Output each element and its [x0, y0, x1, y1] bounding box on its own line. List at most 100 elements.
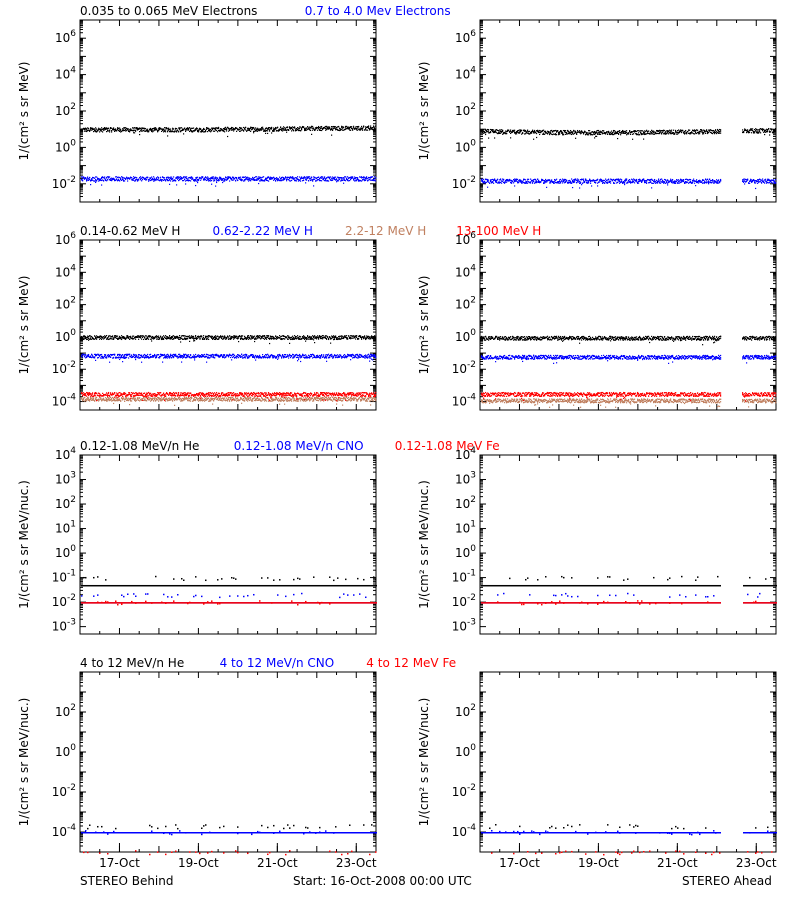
y-tick-label: 10-4	[52, 823, 77, 839]
y-axis: 10-4 10-2 100 102 104 106	[452, 231, 776, 409]
plot-frame	[79, 239, 377, 411]
plot-frame	[479, 239, 777, 411]
x-axis	[479, 20, 777, 202]
plot-frame	[479, 454, 777, 635]
y-tick-label: 10-2	[452, 593, 476, 609]
x-tick-label: 23-Oct	[336, 856, 377, 870]
y-axis: 10-2 100 102 104 106	[52, 19, 376, 203]
y-tick-label: 103	[55, 471, 76, 487]
y-tick-label: 10-4	[452, 823, 477, 839]
footer: STEREO Behind Start: 16-Oct-2008 00:00 U…	[0, 870, 800, 894]
y-tick-label: 106	[455, 29, 476, 45]
x-axis	[479, 455, 777, 634]
y-tick-label: 10-3	[452, 618, 476, 634]
y-tick-label: 103	[455, 471, 476, 487]
y-axis-label: 1/(cm² s sr MeV)	[17, 276, 31, 375]
series-2	[81, 176, 377, 187]
y-axis: 10-2 100 102 104 106	[452, 19, 776, 203]
y-axis: 10-3 10-2 10-1 100 101 102 103 104	[52, 446, 376, 634]
y-tick-label: 10-4	[452, 393, 477, 409]
series-1	[81, 334, 377, 345]
y-tick-label: 10-1	[52, 569, 76, 585]
panel-ahead-row-1: 10-2 100 102 104 106 1/(cm² s sr MeV)	[417, 19, 777, 203]
y-tick-label: 10-1	[452, 569, 476, 585]
y-tick-label: 100	[455, 544, 476, 560]
x-tick-label: 17-Oct	[99, 856, 140, 870]
y-tick-label: 104	[55, 446, 76, 462]
y-tick-label: 104	[55, 66, 76, 82]
y-tick-label: 10-3	[52, 618, 76, 634]
series-1	[481, 335, 777, 346]
legend-entry: 0.7 to 4.0 Mev Electrons	[305, 4, 451, 18]
series-4	[481, 391, 777, 402]
series-3	[83, 850, 377, 856]
y-tick-label: 104	[455, 263, 476, 279]
series-1	[81, 125, 377, 138]
x-tick-label: 21-Oct	[657, 856, 698, 870]
panel-behind-row-4: 10-4 10-2 100 102 1/(cm² s sr MeV/nuc.) 17-Oc…	[17, 671, 377, 870]
y-tick-label: 106	[455, 231, 476, 247]
series-3	[81, 396, 377, 406]
plot-frame	[79, 454, 377, 635]
y-tick-label: 100	[55, 138, 76, 154]
y-tick-label: 100	[55, 743, 76, 759]
y-tick-label: 106	[55, 231, 76, 247]
panel-behind-row-1: 10-2 100 102 104 106 1/(cm² s sr MeV)	[17, 19, 377, 203]
legend-row-4: 4 to 12 MeV/n He 4 to 12 MeV/n CNO 4 to 12…	[80, 656, 456, 670]
y-axis-label: 1/(cm² s sr MeV/nuc.)	[17, 698, 31, 827]
y-tick-label: 10-2	[452, 175, 476, 191]
y-axis: 10-4 10-2 100 102 104 106	[52, 231, 376, 409]
series-4	[81, 391, 377, 402]
plot-frame	[479, 19, 777, 203]
x-axis	[479, 240, 777, 410]
y-tick-label: 102	[455, 296, 476, 312]
plot-frame	[79, 671, 377, 853]
y-tick-label: 100	[55, 328, 76, 344]
x-axis: 17-Oct 19-Oct 21-Oct 23-Oct	[479, 672, 777, 870]
panel-ahead-row-2: 10-4 10-2 100 102 104 106 1/(cm² s sr MeV)	[417, 231, 777, 411]
legend-row-1: 0.035 to 0.065 MeV Electrons 0.7 to 4.0 M…	[80, 4, 451, 18]
plot-frame	[79, 19, 377, 203]
x-axis: 17-Oct 19-Oct 21-Oct 23-Oct	[79, 672, 377, 870]
legend-entry: 0.12-1.08 MeV/n He	[80, 439, 199, 453]
y-tick-label: 106	[55, 29, 76, 45]
legend-entry: 4 to 12 MeV Fe	[366, 656, 456, 670]
series-2	[481, 592, 777, 604]
y-tick-label: 10-2	[452, 360, 476, 376]
y-tick-label: 102	[55, 703, 76, 719]
series-1	[81, 575, 377, 587]
y-tick-label: 104	[455, 66, 476, 82]
x-tick-label: 17-Oct	[499, 856, 540, 870]
y-tick-label: 10-2	[52, 783, 76, 799]
legend-entry: 4 to 12 MeV/n He	[80, 656, 184, 670]
series-2	[481, 178, 777, 190]
y-axis: 10-4 10-2 100 102	[52, 671, 376, 853]
panel-ahead-row-3: 10-3 10-2 10-1 100 101 102 103 104 1/(cm² s sr M…	[417, 446, 777, 635]
series-1	[489, 824, 769, 830]
y-axis-label: 1/(cm² s sr MeV)	[417, 62, 431, 161]
y-tick-label: 10-2	[452, 783, 476, 799]
series-3	[481, 600, 777, 606]
y-tick-label: 102	[55, 296, 76, 312]
series-2	[481, 354, 777, 364]
y-tick-label: 101	[55, 520, 76, 536]
y-tick-label: 102	[55, 102, 76, 118]
footer-center: Start: 16-Oct-2008 00:00 UTC	[293, 874, 472, 888]
x-tick-label: 23-Oct	[736, 856, 777, 870]
legend-entry: 0.12-1.08 MeV/n CNO	[234, 439, 364, 453]
legend-entry: 0.12-1.08 MeV Fe	[395, 439, 500, 453]
y-tick-label: 100	[455, 328, 476, 344]
y-tick-label: 101	[455, 520, 476, 536]
y-tick-label: 102	[455, 495, 476, 511]
x-axis	[79, 240, 377, 410]
legend-entry: 0.14-0.62 MeV H	[80, 224, 180, 238]
y-tick-label: 10-2	[52, 175, 76, 191]
plot-frame	[479, 671, 777, 853]
legend-entry: 0.62-2.22 MeV H	[213, 224, 313, 238]
x-tick-label: 19-Oct	[178, 856, 219, 870]
x-tick-label: 21-Oct	[257, 856, 298, 870]
series-1	[481, 575, 777, 587]
series-2	[81, 830, 377, 836]
panel-behind-row-3: 10-3 10-2 10-1 100 101 102 103 104 1/(cm² s sr M…	[17, 446, 377, 635]
